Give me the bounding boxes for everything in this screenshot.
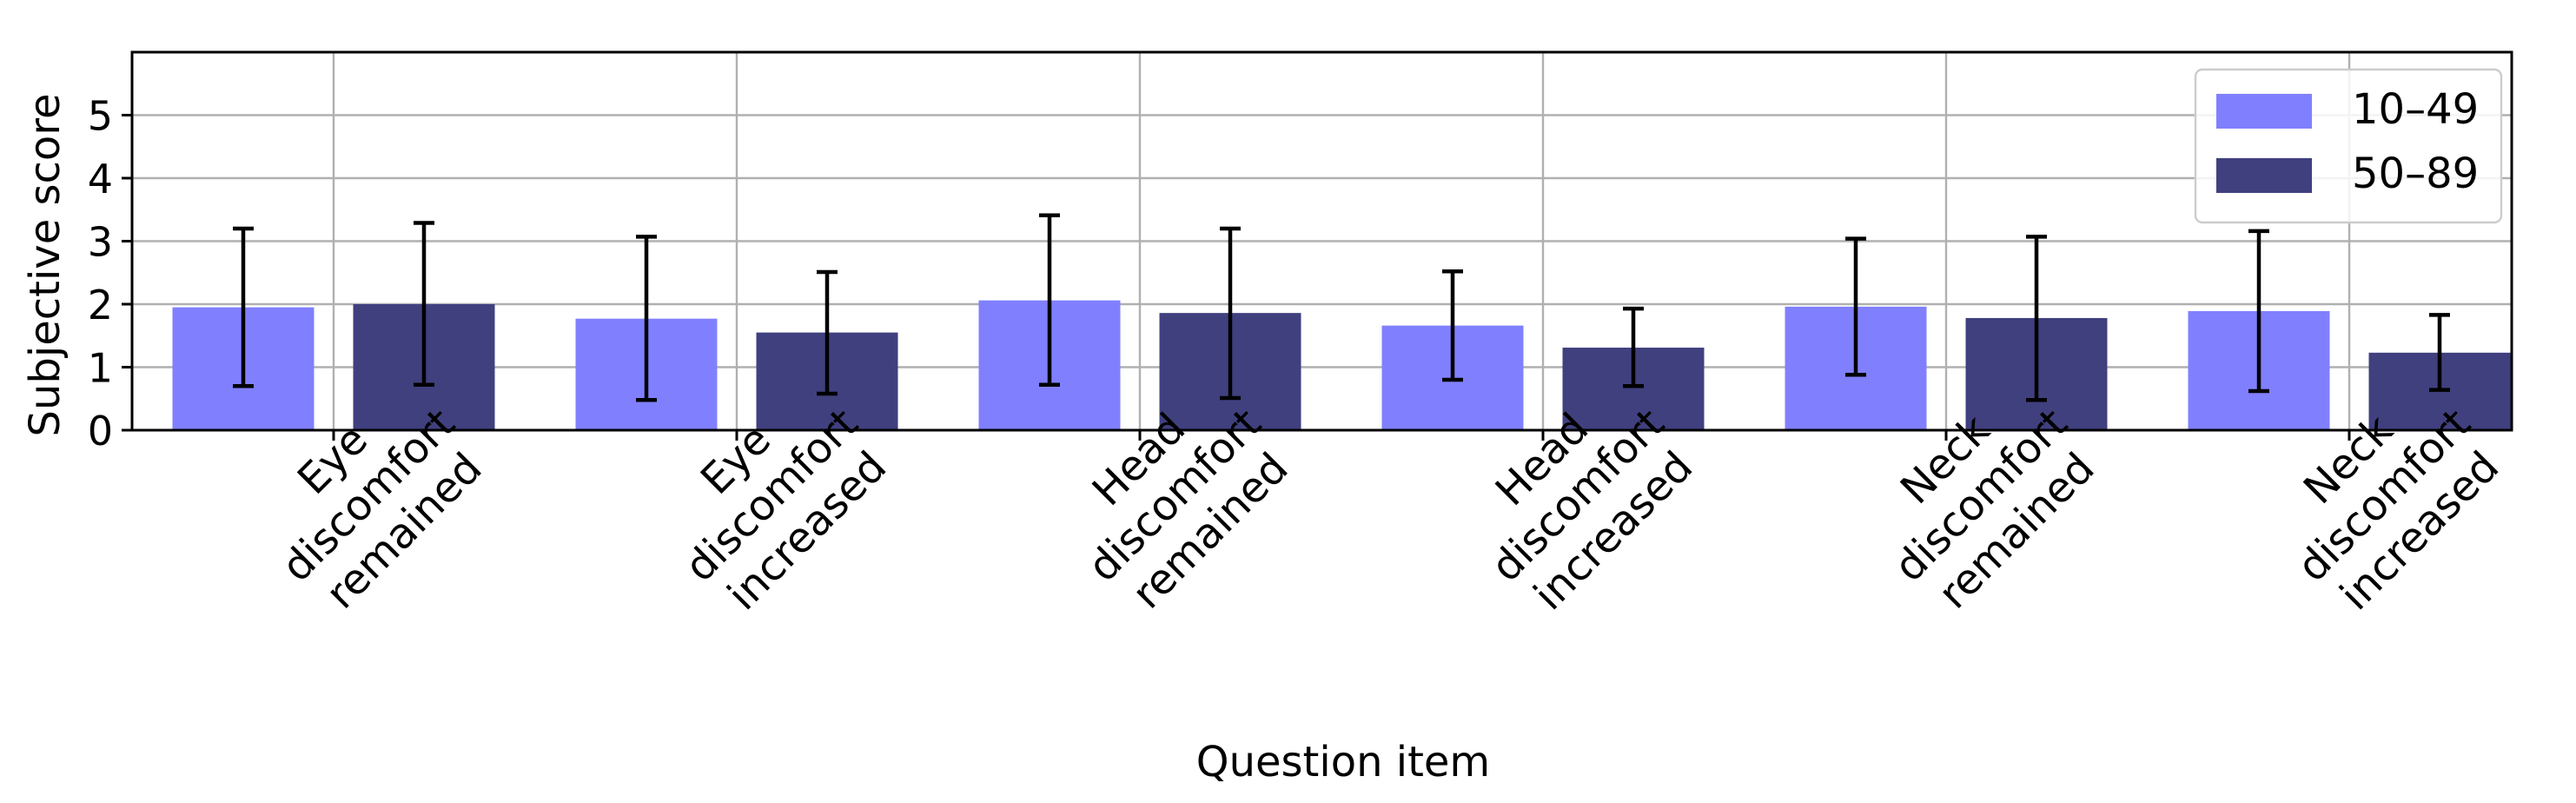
y-tick-label: 2 xyxy=(88,282,113,328)
legend-label: 10–49 xyxy=(2352,85,2479,134)
y-tick-label: 4 xyxy=(88,156,113,202)
y-tick-label: 1 xyxy=(88,345,113,392)
plot-frame xyxy=(130,50,2513,432)
bars xyxy=(172,300,2511,430)
y-tick-label: 5 xyxy=(88,93,113,140)
x-axis-label: Question item xyxy=(1196,738,1490,786)
y-tick-label: 3 xyxy=(88,219,113,266)
legend-swatch xyxy=(2216,94,2312,129)
error-bars xyxy=(233,213,2450,402)
legend: 10–49 50–89 xyxy=(2194,68,2503,224)
legend-swatch xyxy=(2216,158,2312,193)
legend-label: 50–89 xyxy=(2352,149,2479,198)
y-tick-label: 0 xyxy=(88,408,113,455)
y-axis-label: Subjective score xyxy=(21,94,70,437)
